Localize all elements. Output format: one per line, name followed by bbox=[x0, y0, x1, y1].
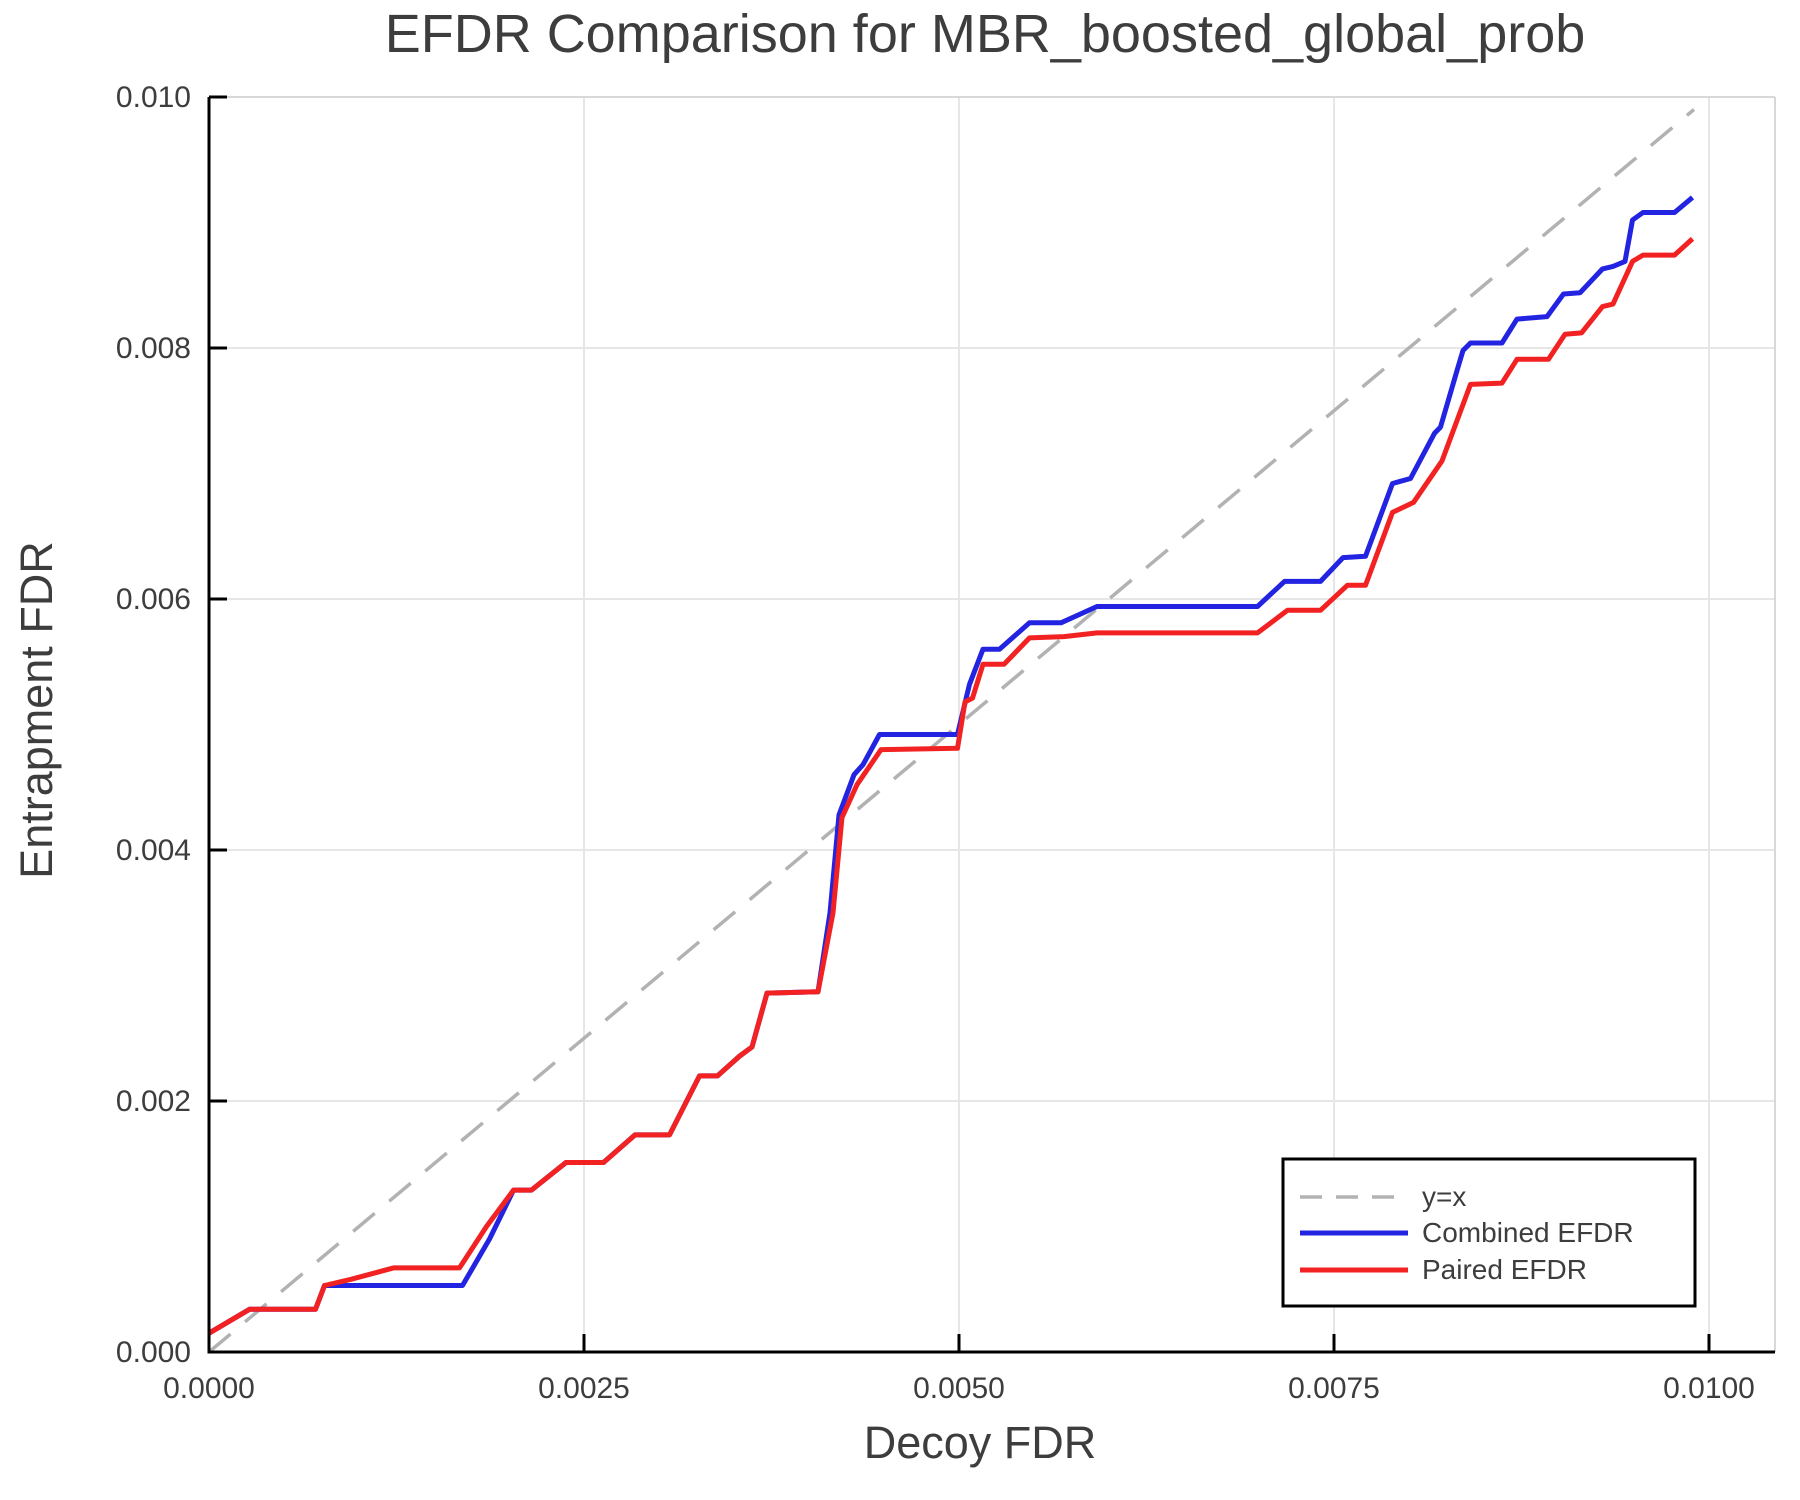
x-tick-label: 0.0100 bbox=[1663, 1372, 1755, 1405]
identity-line bbox=[207, 108, 1696, 1354]
y-tick-label: 0.010 bbox=[116, 81, 191, 114]
legend: y=x Combined EFDR Paired EFDR bbox=[1281, 1157, 1697, 1308]
x-tick-label: 0.0000 bbox=[163, 1372, 255, 1405]
y-tick-label: 0.002 bbox=[116, 1085, 191, 1118]
series-lines bbox=[207, 108, 1696, 1354]
y-tick-label: 0.008 bbox=[116, 332, 191, 365]
tick-labels: 0.0000 0.0025 0.0050 0.0075 0.0100 0.000 0.002… bbox=[116, 81, 1755, 1405]
y-tick-label: 0.000 bbox=[116, 1336, 191, 1369]
legend-item-paired-efdr: Paired EFDR bbox=[1300, 1254, 1587, 1285]
legend-label: Combined EFDR bbox=[1422, 1217, 1634, 1248]
legend-label: y=x bbox=[1422, 1181, 1466, 1212]
y-axis-label: Entrapment FDR bbox=[11, 541, 62, 879]
axis-ticks bbox=[207, 95, 1711, 1354]
legend-item-combined-efdr: Combined EFDR bbox=[1300, 1217, 1634, 1248]
x-tick-label: 0.0075 bbox=[1288, 1372, 1380, 1405]
y-tick-label: 0.006 bbox=[116, 583, 191, 616]
legend-item-yx: y=x bbox=[1300, 1181, 1466, 1212]
axis-spines bbox=[207, 97, 1775, 1354]
x-tick-label: 0.0050 bbox=[913, 1372, 1005, 1405]
paired-efdr-line bbox=[207, 236, 1695, 1336]
x-tick-label: 0.0025 bbox=[538, 1372, 630, 1405]
chart-title: EFDR Comparison for MBR_boosted_global_p… bbox=[385, 4, 1586, 64]
panel-border bbox=[209, 96, 1776, 1352]
x-axis-label: Decoy FDR bbox=[864, 1417, 1097, 1468]
legend-label: Paired EFDR bbox=[1422, 1254, 1587, 1285]
y-tick-label: 0.004 bbox=[116, 834, 191, 867]
